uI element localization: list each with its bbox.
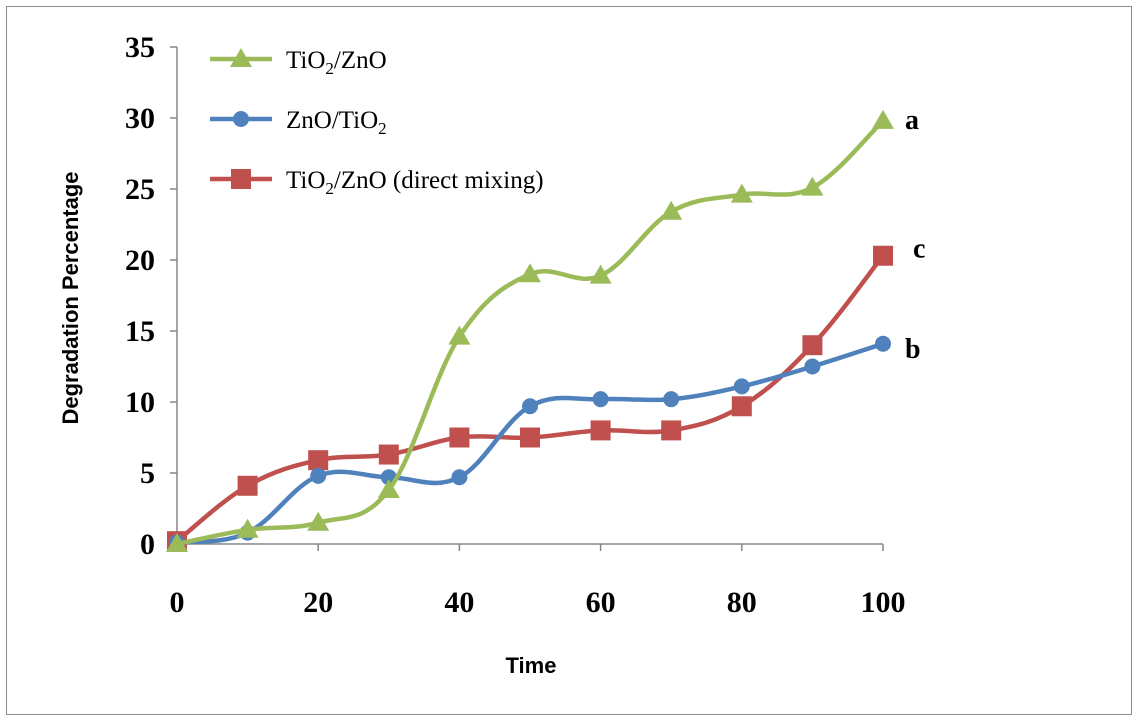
data-point-circle: [310, 467, 327, 484]
data-point-square: [520, 427, 540, 448]
y-tick-label: 20: [125, 244, 155, 277]
y-tick-label: 25: [125, 173, 155, 206]
data-point-square: [449, 427, 470, 448]
data-point-circle: [804, 358, 821, 375]
legend-label: ZnO/TiO2: [286, 107, 387, 138]
data-point-triangle: [589, 264, 612, 284]
legend-item: TiO2/ZnO: [210, 47, 387, 78]
data-point-circle: [592, 391, 609, 408]
x-axis-title: Time: [506, 653, 557, 678]
data-point-triangle: [448, 325, 471, 345]
series-end-label: a: [905, 105, 919, 136]
x-tick-label: 80: [727, 586, 757, 619]
series-end-label: b: [905, 334, 921, 365]
tick-marks: 0 5 10 15 20 25 30 35 0 20 40 60 80 100: [125, 31, 906, 619]
chart-frame: [6, 6, 1132, 715]
data-point-triangle: [166, 533, 188, 552]
data-point-triangle: [519, 263, 541, 283]
x-tick-label: 60: [586, 586, 616, 619]
data-point-circle: [522, 398, 538, 415]
legend-marker-triangle: [230, 48, 252, 67]
x-tick-label: 20: [303, 586, 333, 619]
y-tick-label: 35: [125, 31, 155, 64]
data-point-triangle: [801, 176, 824, 196]
legend-marker-square: [231, 169, 251, 189]
y-tick-label: 10: [125, 386, 155, 419]
data-point-circle: [875, 335, 891, 352]
data-point-circle: [451, 469, 468, 486]
x-tick-label: 100: [861, 586, 906, 619]
y-tick-label: 5: [140, 457, 155, 490]
data-point-square: [661, 420, 682, 441]
y-tick-label: 0: [140, 528, 155, 561]
series-end-label: c: [913, 234, 925, 265]
series-a: a: [166, 105, 919, 552]
legend: TiO2/ZnO ZnO/TiO2 TiO2/ZnO (direct mixing): [210, 47, 544, 198]
legend-label: TiO2/ZnO: [286, 47, 387, 78]
data-point-square: [237, 475, 258, 496]
data-point-square: [873, 245, 893, 266]
series-layer: c b a: [166, 105, 925, 552]
data-point-square: [308, 450, 329, 471]
data-point-square: [590, 420, 611, 441]
axes: [176, 47, 883, 545]
series-b: b: [169, 334, 921, 551]
legend-item: ZnO/TiO2: [210, 107, 387, 138]
data-point-triangle: [872, 109, 894, 129]
data-point-triangle: [377, 479, 400, 499]
data-point-triangle: [730, 183, 753, 203]
data-point-circle: [663, 391, 680, 408]
x-tick-label: 40: [444, 586, 474, 619]
y-tick-label: 15: [125, 315, 155, 348]
data-point-triangle: [660, 200, 683, 220]
data-point-circle: [733, 378, 750, 395]
data-point-square: [378, 444, 399, 465]
data-point-triangle: [307, 511, 330, 531]
data-point-square: [802, 335, 823, 356]
legend-item: TiO2/ZnO (direct mixing): [210, 167, 544, 198]
legend-marker-circle: [233, 111, 249, 127]
x-tick-label: 0: [170, 586, 185, 619]
data-point-square: [731, 396, 752, 417]
data-point-triangle: [236, 518, 259, 538]
y-axis-title: Degradation Percentage: [58, 171, 83, 424]
series-c: c: [167, 234, 925, 552]
legend-label: TiO2/ZnO (direct mixing): [286, 167, 544, 198]
y-tick-label: 30: [125, 102, 155, 135]
